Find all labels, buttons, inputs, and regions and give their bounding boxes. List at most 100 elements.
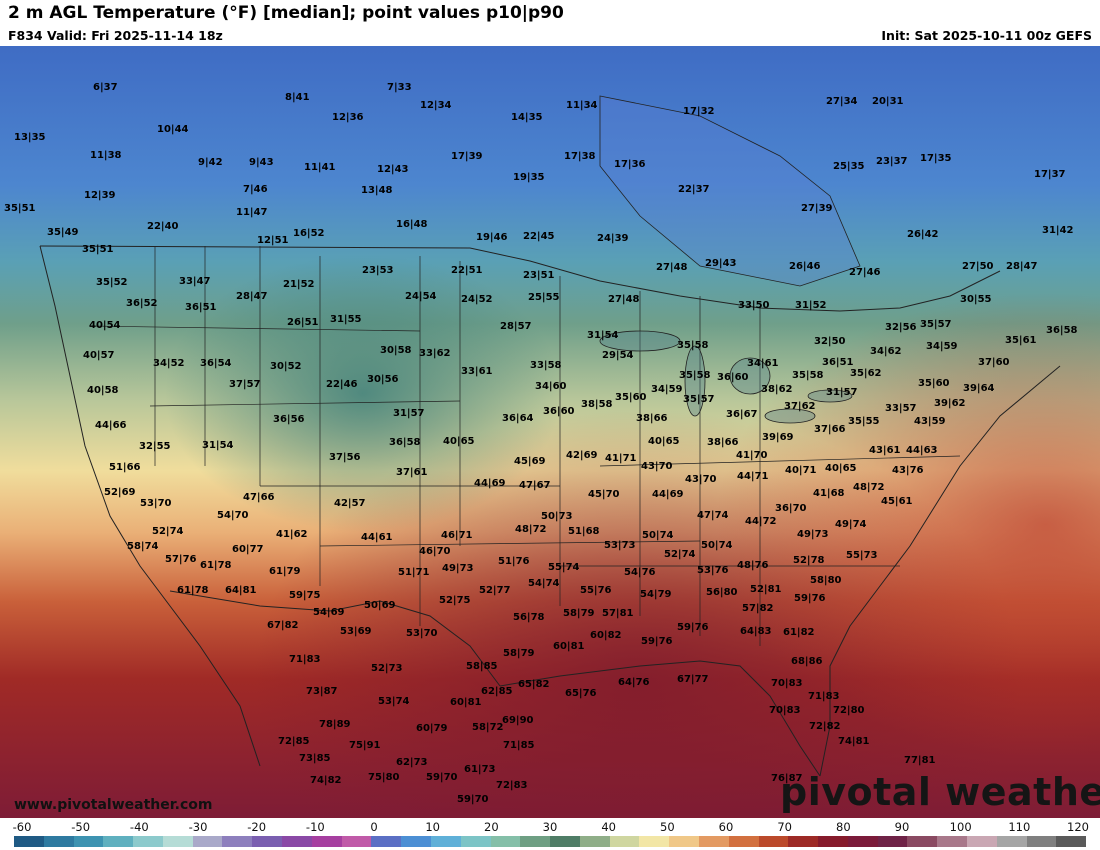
point-value: 48|72 [853,482,885,493]
point-value: 20|31 [872,96,904,107]
point-value: 44|71 [737,471,769,482]
hudson-bay [599,95,861,287]
point-value: 35|57 [683,394,715,405]
point-value: 12|36 [332,112,364,123]
point-value: 54|79 [640,589,672,600]
point-value: 35|58 [679,370,711,381]
point-value: 36|58 [1046,325,1078,336]
point-value: 22|45 [523,231,555,242]
colorbar-segment [609,836,640,847]
point-value: 16|48 [396,219,428,230]
point-value: 60|79 [416,723,448,734]
colorbar-tick-label: 0 [370,820,378,834]
point-value: 27|34 [826,96,858,107]
colorbar-segment [877,836,908,847]
point-value: 40|58 [87,385,119,396]
point-value: 58|72 [472,722,504,733]
point-value: 45|69 [514,456,546,467]
point-value: 32|56 [885,322,917,333]
colorbar-tick-label: 10 [425,820,440,834]
point-value: 41|70 [736,450,768,461]
point-value: 38|62 [761,384,793,395]
point-value: 52|74 [664,549,696,560]
point-value: 26|42 [907,229,939,240]
point-value: 73|87 [306,686,338,697]
point-value: 31|42 [1042,225,1074,236]
colorbar-segment [162,836,193,847]
point-value: 50|69 [364,600,396,611]
point-value: 11|38 [90,150,122,161]
point-value: 46|71 [441,530,473,541]
point-value: 44|66 [95,420,127,431]
init-time: Init: Sat 2025-10-11 00z GEFS [881,28,1092,43]
colorbar-tick-label: -40 [129,820,149,834]
point-value: 39|64 [963,383,995,394]
point-value: 44|69 [474,478,506,489]
point-value: 51|71 [398,567,430,578]
point-value: 17|38 [564,151,596,162]
point-value: 61|82 [783,627,815,638]
colorbar-segment [490,836,521,847]
colorbar-segment [818,836,848,847]
point-value: 38|58 [581,399,613,410]
colorbar-tick-label: 20 [484,820,499,834]
border-line [39,245,1001,312]
point-value: 60|77 [232,544,264,555]
point-value: 22|46 [326,379,358,390]
point-value: 37|62 [784,401,816,412]
colorbar-segment [579,836,610,847]
state-lines [89,246,961,646]
colorbar-tick-label: 90 [894,820,910,834]
point-value: 30|52 [270,361,302,372]
point-value: 69|90 [502,715,534,726]
point-value: 35|51 [82,244,114,255]
temperature-map[interactable]: 6|37 8|41 7|33 12|34 11|34 17|32 27|34 20|31 13|… [0,46,1100,818]
point-value: 44|63 [906,445,938,456]
point-value: 31|57 [393,408,425,419]
point-value: 33|58 [530,360,562,371]
point-value: 28|47 [236,291,268,302]
colorbar-segment [788,836,819,847]
point-value: 30|56 [367,374,399,385]
point-value: 54|74 [528,578,560,589]
valid-time: F834 Valid: Fri 2025-11-14 18z [8,28,223,43]
point-value: 32|50 [814,336,846,347]
point-value: 37|60 [978,357,1010,368]
point-value: 53|70 [406,628,438,639]
point-value: 37|66 [814,424,846,435]
point-value: 57|82 [742,603,774,614]
point-value: 47|74 [697,510,729,521]
point-value: 41|71 [605,453,637,464]
point-value: 17|37 [1034,169,1066,180]
point-value: 75|80 [368,772,400,783]
point-value: 35|49 [47,227,79,238]
point-value: 50|74 [642,530,674,541]
point-value: 31|55 [330,314,362,325]
colorbar-tick-label: 110 [1008,820,1031,834]
point-value: 58|85 [466,661,498,672]
point-value: 60|82 [590,630,622,641]
credit-url[interactable]: www.pivotalweather.com [14,797,213,813]
map-background [0,46,1100,818]
point-value: 24|39 [597,233,629,244]
colorbar-segment [520,836,551,847]
point-value: 38|66 [707,437,739,448]
point-value: 40|54 [89,320,121,331]
point-value: 74|82 [310,775,342,786]
colorbar-segment [282,836,312,847]
point-value: 65|76 [565,688,597,699]
point-value: 25|55 [528,292,560,303]
point-value: 52|78 [793,555,825,566]
colorbar-segment [847,836,878,847]
point-value: 73|85 [299,753,331,764]
point-value: 22|51 [451,265,483,276]
point-value: 45|61 [881,496,913,507]
point-value: 10|44 [157,124,189,135]
point-value: 17|36 [614,159,646,170]
point-value: 13|48 [361,185,393,196]
point-value: 35|62 [850,368,882,379]
point-value: 28|47 [1006,261,1038,272]
point-value: 56|80 [706,587,738,598]
point-value: 17|39 [451,151,483,162]
point-value: 71|83 [289,654,321,665]
